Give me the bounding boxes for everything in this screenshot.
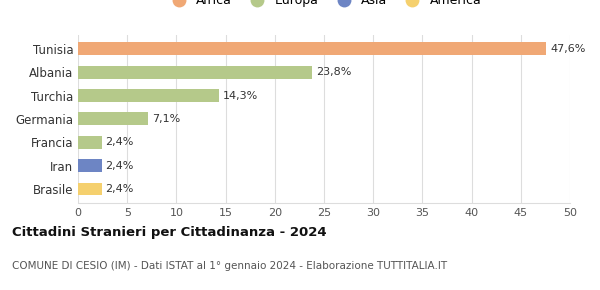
Text: 23,8%: 23,8% — [316, 67, 352, 77]
Text: 2,4%: 2,4% — [106, 161, 134, 171]
Text: 47,6%: 47,6% — [550, 44, 586, 54]
Text: 2,4%: 2,4% — [106, 137, 134, 147]
Bar — [78, 113, 148, 125]
Bar — [78, 182, 101, 195]
Text: 7,1%: 7,1% — [152, 114, 180, 124]
Text: COMUNE DI CESIO (IM) - Dati ISTAT al 1° gennaio 2024 - Elaborazione TUTTITALIA.I: COMUNE DI CESIO (IM) - Dati ISTAT al 1° … — [12, 261, 447, 271]
Bar — [78, 66, 312, 79]
Text: Cittadini Stranieri per Cittadinanza - 2024: Cittadini Stranieri per Cittadinanza - 2… — [12, 226, 326, 239]
Bar — [78, 159, 101, 172]
Bar — [78, 42, 547, 55]
Text: 14,3%: 14,3% — [223, 90, 258, 101]
Bar — [78, 89, 219, 102]
Text: 2,4%: 2,4% — [106, 184, 134, 194]
Bar — [78, 136, 101, 149]
Legend: Africa, Europa, Asia, America: Africa, Europa, Asia, America — [166, 0, 482, 7]
